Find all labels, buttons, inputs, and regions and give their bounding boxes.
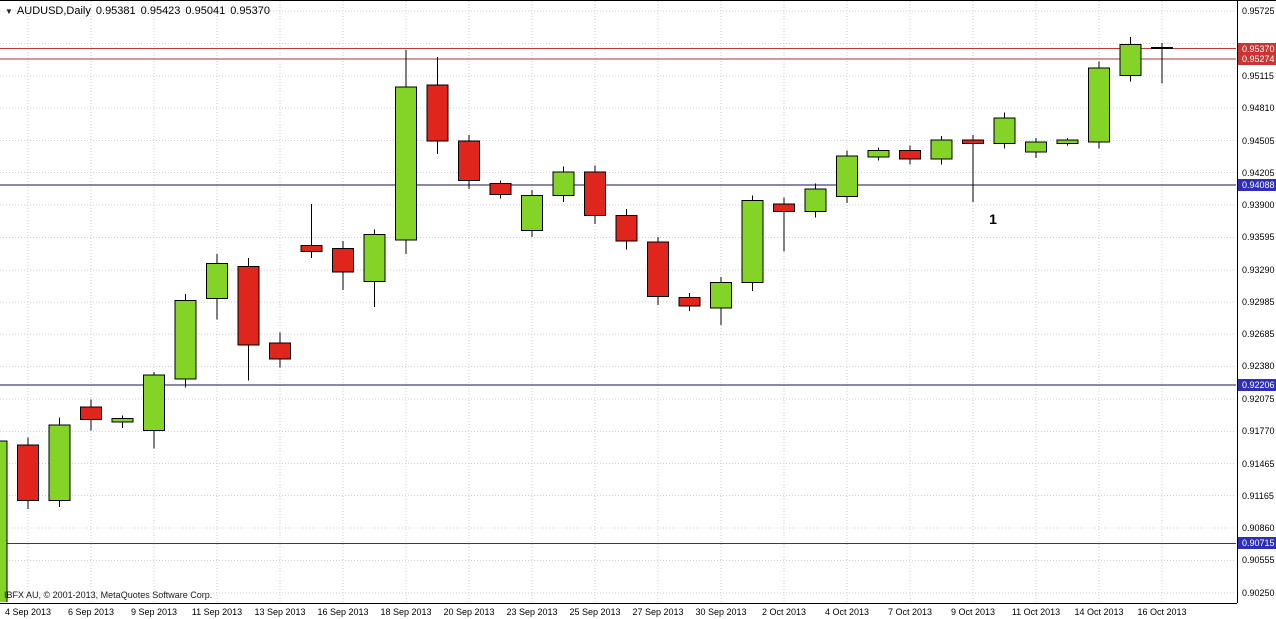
candle-body	[867, 150, 890, 158]
candle-body	[899, 150, 921, 160]
ohlc-low-value: 0.95041	[185, 5, 226, 17]
date-tick-label: 13 Sep 2013	[254, 607, 306, 617]
date-tick-label: 27 Sep 2013	[632, 607, 684, 617]
candle-body	[0, 440, 8, 602]
date-tick-label: 11 Sep 2013	[191, 607, 243, 617]
candle-body	[1088, 67, 1110, 143]
broker-copyright-label: IBFX AU, © 2001-2013, MetaQuotes Softwar…	[4, 590, 213, 600]
ohlc-high-value: 0.95423	[140, 5, 181, 17]
date-tick-label: 9 Sep 2013	[130, 607, 178, 617]
candle-body	[80, 406, 102, 421]
price-badge: 0.92206	[1238, 378, 1276, 391]
candle-body	[993, 117, 1016, 144]
candle-body	[678, 296, 701, 307]
candle-body	[1056, 139, 1079, 144]
candle-body	[332, 248, 354, 273]
chart-plot-area[interactable]: 1	[0, 1, 1236, 602]
price-tick-label: 0.90860	[1242, 523, 1275, 534]
price-badge: 0.90715	[1238, 537, 1276, 550]
price-tick-label: 0.90555	[1242, 555, 1275, 566]
candle-body	[17, 444, 39, 501]
candle-body	[174, 300, 197, 380]
date-tick-label: 16 Oct 2013	[1137, 607, 1187, 617]
candle-body	[930, 139, 953, 160]
candle-body	[48, 424, 71, 501]
date-tick-label: 25 Sep 2013	[569, 607, 621, 617]
candle-body	[741, 200, 764, 284]
price-tick-label: 0.95115	[1242, 70, 1274, 81]
candle-body	[237, 266, 260, 346]
price-tick-label: 0.94505	[1242, 135, 1275, 146]
date-tick-label: 2 Oct 2013	[761, 607, 807, 617]
candle-body	[710, 282, 732, 309]
candle-body	[489, 183, 512, 195]
price-tick-label: 0.93900	[1242, 199, 1275, 210]
candle-body	[426, 84, 449, 142]
candle-body	[615, 215, 638, 242]
price-tick-label: 0.92075	[1242, 393, 1275, 404]
date-tick-label: 11 Oct 2013	[1011, 607, 1061, 617]
candle-body	[1025, 141, 1047, 153]
price-tick-label: 0.95725	[1242, 5, 1275, 16]
price-tick-label: 0.93290	[1242, 264, 1275, 275]
time-axis[interactable]: 4 Sep 2013 6 Sep 2013 9 Sep 2013 11 Sep 201…	[0, 603, 1237, 619]
date-tick-label: 16 Sep 2013	[317, 607, 369, 617]
price-axis[interactable]: 0.95725 0.95115 0.94810 0.94505 0.94205 0.939…	[1237, 1, 1276, 603]
candle-body	[143, 374, 165, 431]
date-tick-label: 4 Sep 2013	[4, 607, 52, 617]
candle-body	[206, 262, 228, 299]
date-tick-label: 9 Oct 2013	[950, 607, 996, 617]
candle-body	[1151, 47, 1173, 50]
symbol-dropdown-icon[interactable]: ▼	[5, 7, 13, 16]
candle-body	[363, 234, 386, 282]
price-tick-label: 0.94205	[1242, 167, 1275, 178]
candle-body	[836, 155, 858, 197]
price-badge: 0.94088	[1238, 178, 1276, 191]
text-annotation[interactable]: 1	[989, 211, 997, 227]
price-tick-label: 0.92985	[1242, 297, 1275, 308]
price-tick-label: 0.91465	[1242, 458, 1275, 469]
price-tick-label: 0.91165	[1242, 490, 1274, 501]
date-tick-label: 14 Oct 2013	[1074, 607, 1124, 617]
date-tick-label: 30 Sep 2013	[695, 607, 747, 617]
symbol-period-label: AUDUSD,Daily	[16, 5, 91, 17]
price-badge: 0.95274	[1238, 52, 1276, 65]
price-tick-label: 0.92685	[1242, 329, 1275, 340]
candle-body	[773, 203, 795, 212]
candle-body	[962, 139, 984, 144]
date-tick-label: 7 Oct 2013	[887, 607, 933, 617]
candle-body	[395, 86, 417, 241]
date-tick-label: 18 Sep 2013	[380, 607, 432, 617]
price-badge: 0.95370	[1238, 42, 1276, 55]
price-tick-label: 0.91770	[1242, 426, 1275, 437]
candle-body	[521, 194, 543, 231]
ohlc-close-value: 0.95370	[230, 5, 270, 17]
price-tick-label: 0.94810	[1242, 103, 1275, 114]
date-tick-label: 23 Sep 2013	[506, 607, 558, 617]
price-tick-label: 0.90250	[1242, 587, 1275, 598]
date-tick-label: 4 Oct 2013	[824, 607, 870, 617]
candle-body	[111, 418, 134, 423]
candle-body	[269, 342, 291, 360]
ohlc-open-value: 0.95381	[95, 5, 136, 17]
candle-body	[584, 171, 606, 217]
candle-body	[804, 188, 827, 212]
candle-body	[1119, 43, 1142, 76]
price-tick-label: 0.93595	[1242, 232, 1275, 243]
chart-title-bar: ▼ AUDUSD,Daily 0.95381 0.95423 0.95041 0.9537…	[5, 5, 270, 17]
price-tick-label: 0.92380	[1242, 361, 1275, 372]
date-tick-label: 20 Sep 2013	[443, 607, 495, 617]
date-tick-label: 6 Sep 2013	[67, 607, 115, 617]
candle-body	[647, 241, 669, 297]
candle-body	[300, 244, 323, 253]
candle-body	[458, 140, 480, 182]
candle-body	[552, 171, 575, 196]
